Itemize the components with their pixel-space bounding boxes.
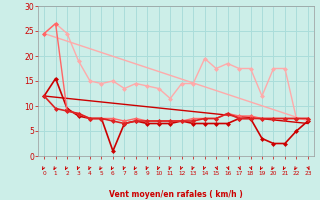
- X-axis label: Vent moyen/en rafales ( km/h ): Vent moyen/en rafales ( km/h ): [109, 190, 243, 199]
